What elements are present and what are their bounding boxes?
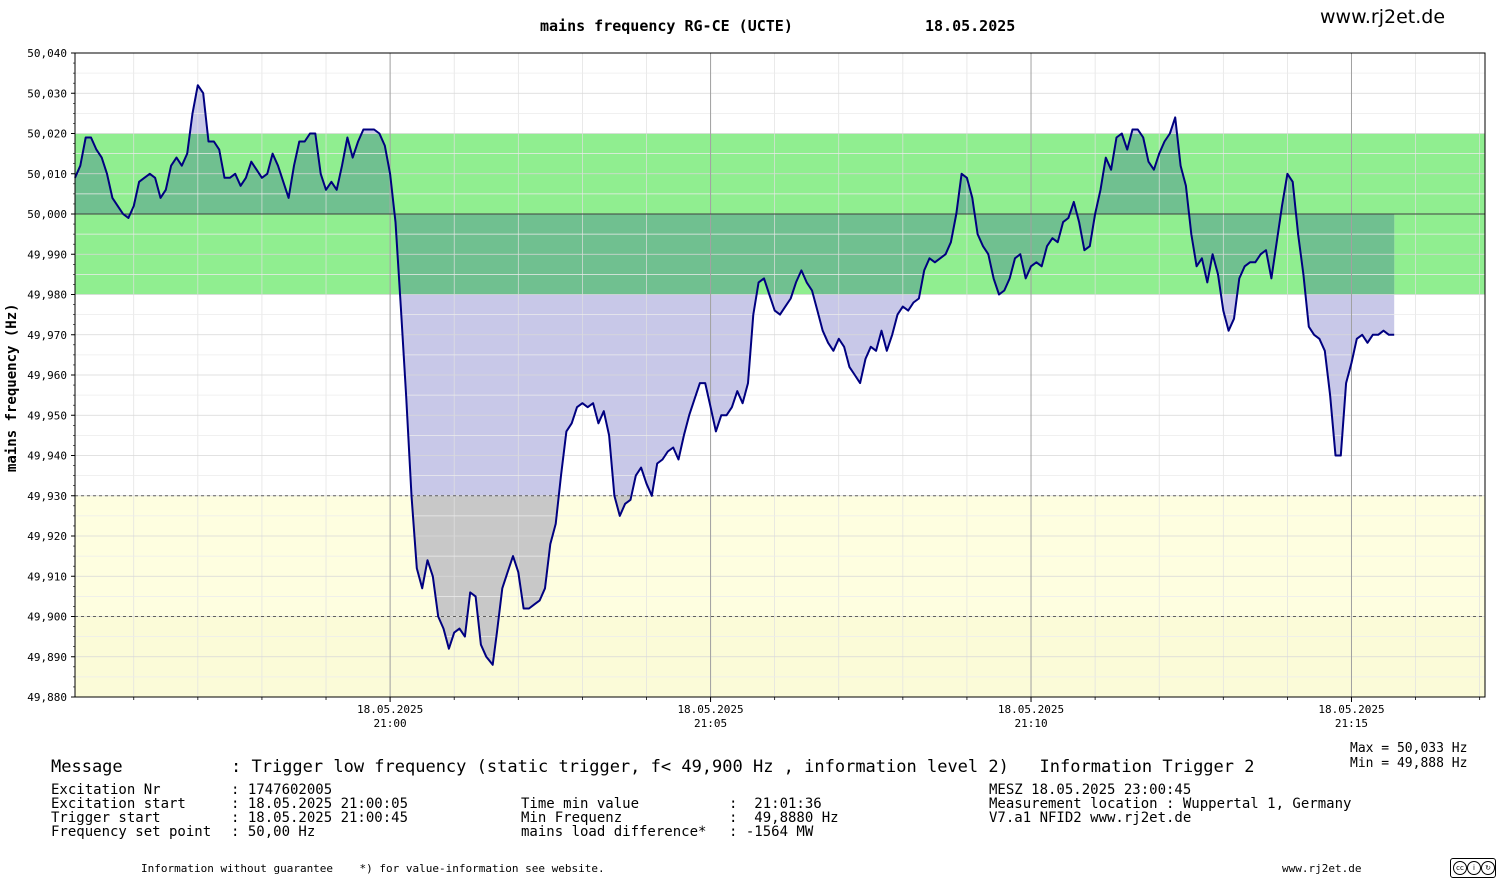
x-tick-date: 18.05.2025 [357, 703, 423, 716]
sa-icon: ↻ [1481, 861, 1495, 875]
site-url-top[interactable]: www.rj2et.de [1320, 6, 1446, 28]
message-text: : Trigger low frequency (static trigger,… [231, 757, 1255, 777]
y-tick-label: 50,000 [27, 208, 67, 221]
x-tick-time: 21:05 [694, 717, 727, 730]
load-difference-value: : -1564 MW [729, 824, 814, 840]
set-point-label: Frequency set point [51, 824, 212, 840]
y-tick-label: 49,940 [27, 450, 67, 463]
x-tick-date: 18.05.2025 [998, 703, 1064, 716]
deviation-fill-trigger-band [411, 495, 652, 665]
trigger-start-label: Trigger start [51, 810, 161, 826]
x-tick-date: 18.05.2025 [1318, 703, 1384, 716]
y-tick-label: 49,900 [27, 611, 67, 624]
max-value: Max = 50,033 Hz [1350, 741, 1468, 756]
min-frequency-value: : 49,8880 Hz [729, 810, 839, 826]
y-tick-label: 50,010 [27, 168, 67, 181]
chart-date: 18.05.2025 [925, 17, 1016, 35]
x-tick-time: 21:15 [1335, 717, 1368, 730]
x-tick-time: 21:00 [374, 717, 407, 730]
frequency-line [74, 84, 1395, 666]
min-value: Min = 49,888 Hz [1350, 756, 1468, 771]
cc-license-icon[interactable]: cc i ↻ [1450, 858, 1496, 878]
message-label: Message [51, 757, 123, 777]
set-point-value: : 50,00 Hz [231, 824, 316, 840]
y-tick-label: 50,040 [27, 47, 67, 60]
load-difference-label: mains load difference* [521, 824, 707, 840]
measurement-location: Measurement location : Wuppertal 1, Germ… [989, 796, 1352, 812]
y-tick-label: 49,960 [27, 369, 67, 382]
y-axis-label: mains frequency (Hz) [4, 303, 20, 472]
time-min-label: Time min value [521, 796, 640, 812]
site-url-bottom[interactable]: www.rj2et.de [1282, 862, 1362, 875]
y-tick-label: 50,020 [27, 128, 67, 141]
excitation-start-value: : 18.05.2025 21:00:05 [231, 796, 409, 812]
y-tick-label: 49,930 [27, 490, 67, 503]
x-tick-time: 21:10 [1014, 717, 1047, 730]
y-tick-label: 49,880 [27, 691, 67, 704]
excitation-start-label: Excitation start [51, 796, 186, 812]
cc-icon: cc [1453, 861, 1467, 875]
y-tick-label: 49,950 [27, 409, 67, 422]
y-tick-label: 49,920 [27, 530, 67, 543]
by-icon: i [1467, 861, 1481, 875]
y-tick-label: 49,910 [27, 570, 67, 583]
y-tick-label: 50,030 [27, 87, 67, 100]
timestamp-mesz: MESZ 18.05.2025 23:00:45 [989, 782, 1192, 798]
time-min-value: : 21:01:36 [729, 796, 822, 812]
version-info: V7.a1 NFID2 www.rj2et.de [989, 810, 1192, 826]
min-frequency-label: Min Frequenz [521, 810, 623, 826]
y-tick-label: 49,990 [27, 248, 67, 261]
excitation-nr-value: : 1747602005 [231, 782, 333, 798]
trigger-start-value: : 18.05.2025 21:00:45 [231, 810, 409, 826]
excitation-nr-label: Excitation Nr [51, 782, 161, 798]
chart-title: mains frequency RG-CE (UCTE) [540, 17, 793, 35]
y-tick-label: 49,890 [27, 651, 67, 664]
y-tick-label: 49,980 [27, 289, 67, 302]
x-tick-date: 18.05.2025 [677, 703, 743, 716]
disclaimer: Information without guarantee *) for val… [141, 862, 605, 875]
y-tick-label: 49,970 [27, 329, 67, 342]
